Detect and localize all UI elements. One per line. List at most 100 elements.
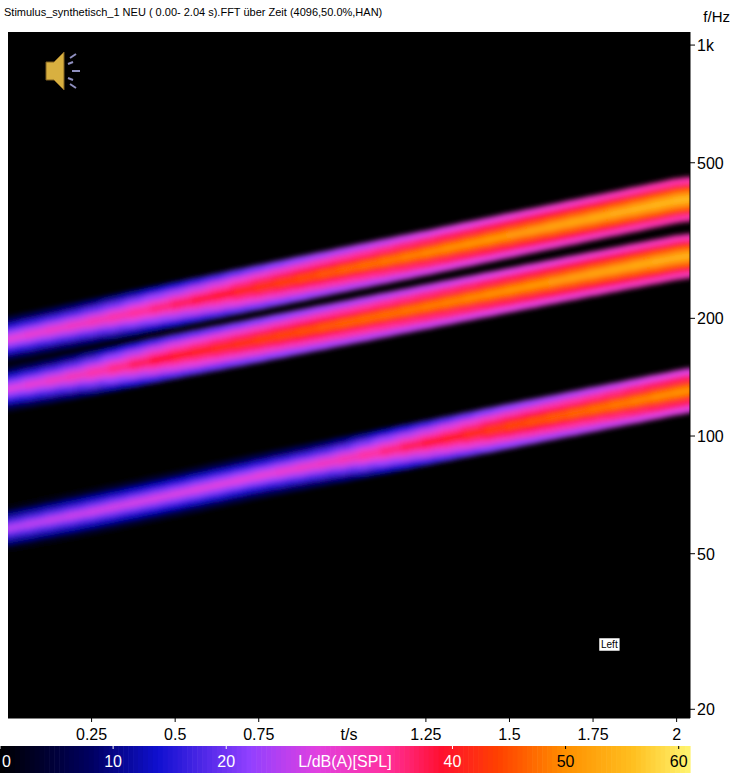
ridge-segment <box>687 195 690 203</box>
colorbar-cell <box>74 746 80 773</box>
colorbar-cell <box>251 746 257 773</box>
colorbar-cell <box>158 746 164 773</box>
colorbar-cell <box>646 746 652 773</box>
colorbar-cell <box>587 746 593 773</box>
ridge-segment <box>687 247 690 265</box>
colorbar-cell <box>59 746 65 773</box>
x-tick <box>258 718 259 722</box>
colorbar-cell <box>187 746 193 773</box>
y-tick-label: 1k <box>697 37 715 54</box>
colorbar-cell <box>133 746 139 773</box>
y-axis-line <box>690 32 691 718</box>
colorbar-cell <box>626 746 632 773</box>
colorbar-cell <box>49 746 55 773</box>
colorbar-tick <box>452 746 453 749</box>
colorbar-cell <box>463 746 469 773</box>
colorbar-title: L/dB(A)[SPL] <box>298 753 391 770</box>
colorbar-cell <box>192 746 198 773</box>
colorbar-cell <box>39 746 45 773</box>
y-tick-label: 50 <box>697 546 715 563</box>
y-tick-label: 500 <box>697 155 724 172</box>
speaker-icon <box>46 52 80 90</box>
x-tick-label: 0.5 <box>164 726 186 743</box>
ridge-segment <box>687 386 690 395</box>
colorbar-cell <box>30 746 36 773</box>
x-tick <box>91 718 92 722</box>
ridge-center <box>8 199 690 339</box>
colorbar-cell <box>276 746 282 773</box>
colorbar-tick-label: 60 <box>670 753 688 770</box>
x-tick-label: 0.25 <box>76 726 107 743</box>
colorbar-cell <box>641 746 647 773</box>
y-tick <box>690 45 695 46</box>
colorbar-cell <box>419 746 425 773</box>
colorbar-cell <box>237 746 243 773</box>
colorbar-cell <box>261 746 267 773</box>
ridge-segment <box>687 177 690 221</box>
colorbar-cell <box>286 746 292 773</box>
colorbar-cell <box>537 746 543 773</box>
colorbar-cell <box>532 746 538 773</box>
y-tick <box>690 318 695 319</box>
colorbar-tick-label: 10 <box>104 753 122 770</box>
x-tick <box>425 718 426 722</box>
x-tick-label: 0.75 <box>243 726 274 743</box>
annotation-box <box>599 638 620 651</box>
colorbar-tick <box>113 746 114 749</box>
colorbar-tick <box>0 746 1 749</box>
colorbar-cell <box>143 746 149 773</box>
colorbar-cell <box>69 746 75 773</box>
colorbar-cell <box>527 746 533 773</box>
colorbar-cell <box>429 746 435 773</box>
colorbar-cell <box>404 746 410 773</box>
colorbar-cell <box>15 746 21 773</box>
colorbar-cell <box>89 746 95 773</box>
y-tick-label: 100 <box>697 428 724 445</box>
colorbar-cell <box>138 746 144 773</box>
colorbar-tick <box>565 746 566 749</box>
colorbar-cell <box>271 746 277 773</box>
colorbar-cell <box>20 746 26 773</box>
y-tick-label: 200 <box>697 310 724 327</box>
colorbar-cell <box>242 746 248 773</box>
colorbar-cell <box>202 746 208 773</box>
colorbar-cell <box>44 746 50 773</box>
colorbar-cell <box>54 746 60 773</box>
colorbar-cell <box>611 746 617 773</box>
ridge-segment <box>687 241 690 271</box>
colorbar-cell <box>256 746 262 773</box>
x-tick <box>175 718 176 722</box>
colorbar-cell <box>621 746 627 773</box>
x-tick-label: 1.25 <box>410 726 441 743</box>
colorbar-cell <box>498 746 504 773</box>
x-tick-label: 1.5 <box>498 726 520 743</box>
colorbar-cell <box>79 746 85 773</box>
colorbar-cell <box>660 746 666 773</box>
colorbar-cell <box>651 746 657 773</box>
colorbar-cell <box>631 746 637 773</box>
colorbar-cell <box>281 746 287 773</box>
colorbar-cell <box>409 746 415 773</box>
colorbar-cell <box>478 746 484 773</box>
colorbar-cell <box>591 746 597 773</box>
colorbar-cell <box>177 746 183 773</box>
colorbar-cell <box>547 746 553 773</box>
colorbar-cell <box>596 746 602 773</box>
y-tick <box>690 436 695 437</box>
y-tick <box>690 162 695 163</box>
colorbar-cell <box>522 746 528 773</box>
colorbar-cell <box>148 746 154 773</box>
colorbar-cell <box>508 746 514 773</box>
ridge-segment <box>687 375 690 406</box>
colorbar-cell <box>488 746 494 773</box>
colorbar-tick <box>678 746 679 749</box>
colorbar-cell <box>468 746 474 773</box>
x-tick-label: 1.75 <box>577 726 608 743</box>
ridge-segment <box>687 368 690 413</box>
colorbar-cell <box>577 746 583 773</box>
title: Stimulus_synthetisch_1 NEU ( 0.00- 2.04 … <box>4 6 382 18</box>
x-tick <box>509 718 510 722</box>
colorbar-cell <box>414 746 420 773</box>
colorbar-cell <box>616 746 622 773</box>
colorbar-cell <box>291 746 297 773</box>
